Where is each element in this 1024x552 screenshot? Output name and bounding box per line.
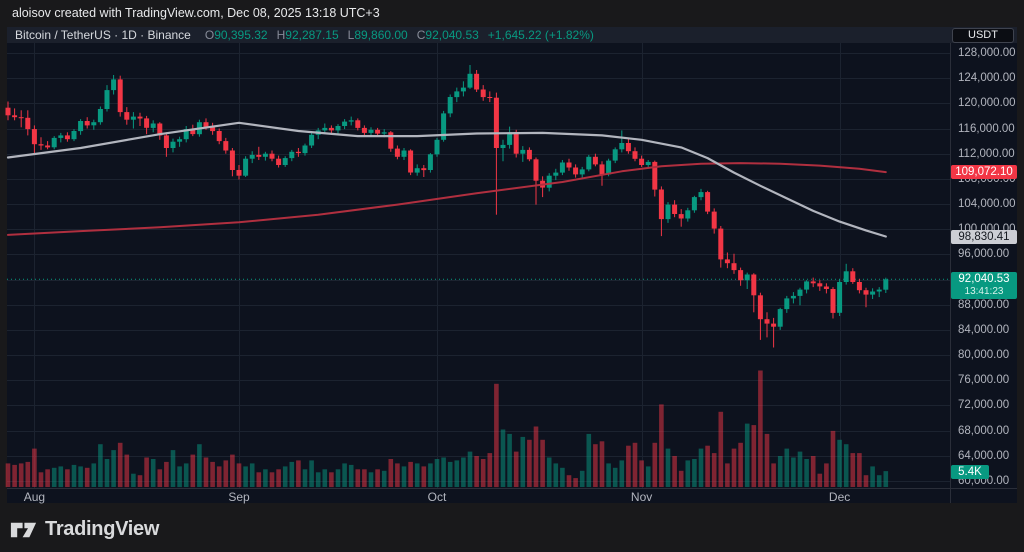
month-tick-label: Sep <box>228 490 250 504</box>
price-tick-label: 80,000.00 <box>958 349 1010 362</box>
price-tick-label: 84,000.00 <box>958 323 1010 336</box>
month-tick-label: Oct <box>427 490 447 504</box>
price-tick-label: 72,000.00 <box>958 399 1010 412</box>
month-tick-label: Dec <box>828 490 851 504</box>
month-tick-label: Aug <box>23 490 46 504</box>
watermark-text: aloisov created with TradingView.com, De… <box>12 6 380 20</box>
price-tick-label: 112,000.00 <box>958 147 1015 160</box>
price-tick-label: 124,000.00 <box>958 72 1016 85</box>
last-price-value: 92,040.53 <box>958 273 1010 286</box>
tradingview-logo-icon <box>10 522 37 537</box>
ohlc-close: C92,040.53 <box>416 28 479 42</box>
ohlc-high: H92,287.15 <box>276 28 339 42</box>
ma-red-price-label: 109,072.10 <box>951 165 1017 180</box>
volume-label: 5.4K <box>951 465 989 479</box>
price-tick-label: 120,000.00 <box>958 97 1016 110</box>
ohlc-low: L89,860.00 <box>347 28 408 42</box>
ohlc-open: O90,395.32 <box>204 28 268 42</box>
price-tick-label: 128,000.00 <box>958 47 1016 59</box>
price-tick-label: 116,000.00 <box>958 122 1015 135</box>
tradingview-logo[interactable]: TradingView <box>10 518 159 541</box>
symbol-title: Bitcoin / TetherUS · 1D · Binance <box>15 28 191 42</box>
tradingview-logo-text: TradingView <box>45 518 160 540</box>
month-tick-label: Nov <box>630 490 653 504</box>
last-price-label: 92,040.53 13:41:23 <box>951 272 1017 300</box>
price-tick-label: 96,000.00 <box>958 248 1010 261</box>
currency-button[interactable]: USDT <box>952 28 1014 43</box>
change-value: +1,645.22 (+1.82%) <box>487 28 594 42</box>
countdown-timer: 13:41:23 <box>964 286 1004 298</box>
ma-gray-price-label: 98,830.41 <box>951 229 1017 244</box>
price-tick-label: 104,000.00 <box>958 198 1016 211</box>
price-tick-label: 64,000.00 <box>958 449 1010 462</box>
price-tick-label: 88,000.00 <box>958 298 1010 311</box>
legend-bar: Bitcoin / TetherUS · 1D · Binance O90,39… <box>7 27 1017 43</box>
price-tick-label: 76,000.00 <box>958 374 1010 387</box>
price-tick-label: 68,000.00 <box>958 424 1010 437</box>
chart-panel <box>7 27 1017 503</box>
